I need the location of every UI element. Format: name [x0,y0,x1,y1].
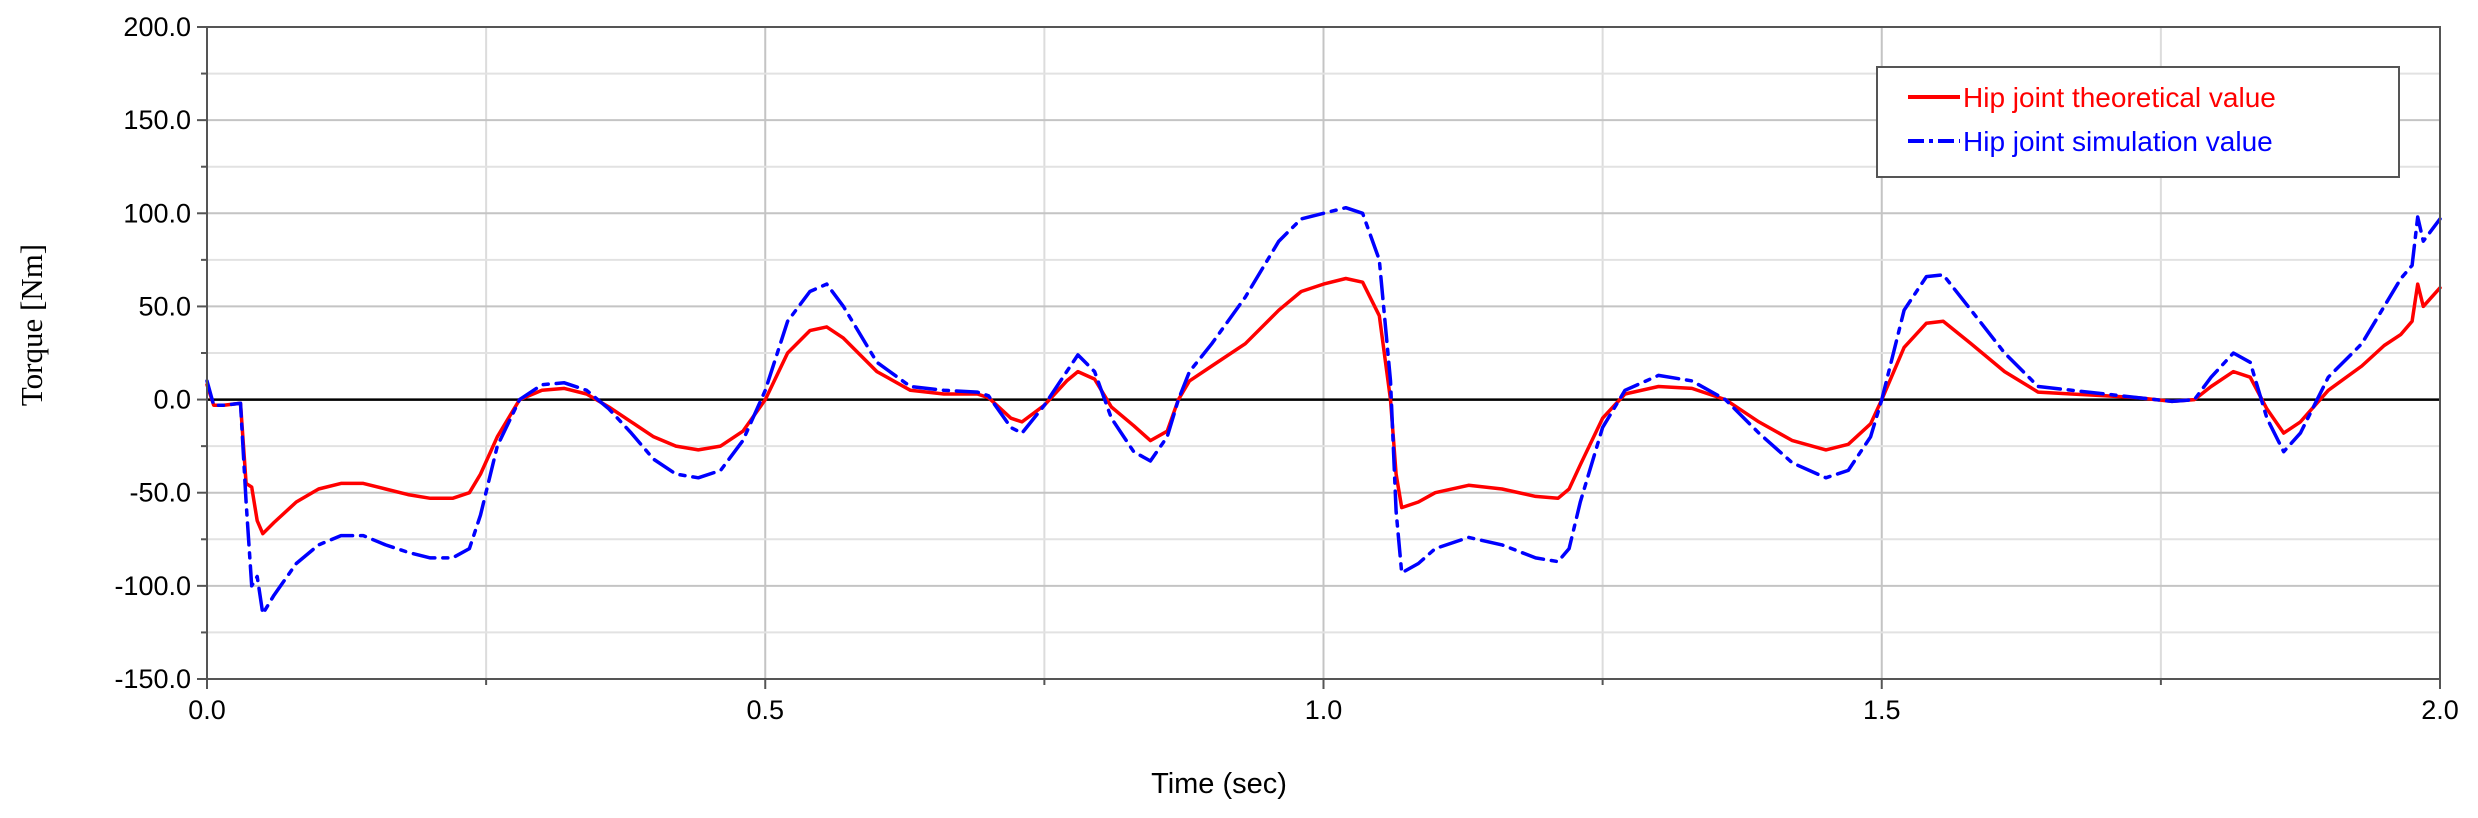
legend-label-simulation: Hip joint simulation value [1963,126,2273,157]
y-tick-label: -150.0 [114,664,191,694]
series-line-theoretical [205,276,2442,536]
y-tick-label: 200.0 [123,12,191,42]
y-tick-label: 100.0 [123,198,191,228]
y-tick-label: 0.0 [153,385,191,415]
legend-box [1876,66,2400,178]
x-tick-label: 2.0 [2421,695,2459,725]
x-tick-label: 1.0 [1305,695,1343,725]
series-layer [205,205,2442,616]
x-tick-labels: 0.0 0.5 1.0 1.5 2.0 [188,695,2459,725]
y-tick-label: -100.0 [114,571,191,601]
x-tick-label: 0.5 [746,695,784,725]
x-tick-label: 0.0 [188,695,226,725]
x-axis-title: Time (sec) [1151,768,1287,800]
axis-ticks [197,26,2441,689]
y-tick-label: 150.0 [123,105,191,135]
series-line-simulation [205,205,2442,616]
y-axis-title: Torque [Nm] [14,244,49,406]
y-tick-label: -50.0 [129,478,191,508]
y-tick-label: 50.0 [138,291,191,321]
y-tick-labels: -150.0 -100.0 -50.0 0.0 50.0 100.0 150.0 200.0 [114,12,191,694]
legend: Hip joint theoretical value Hip joint si… [1876,66,2400,178]
legend-label-theoretical: Hip joint theoretical value [1963,82,2276,113]
x-tick-label: 1.5 [1863,695,1901,725]
